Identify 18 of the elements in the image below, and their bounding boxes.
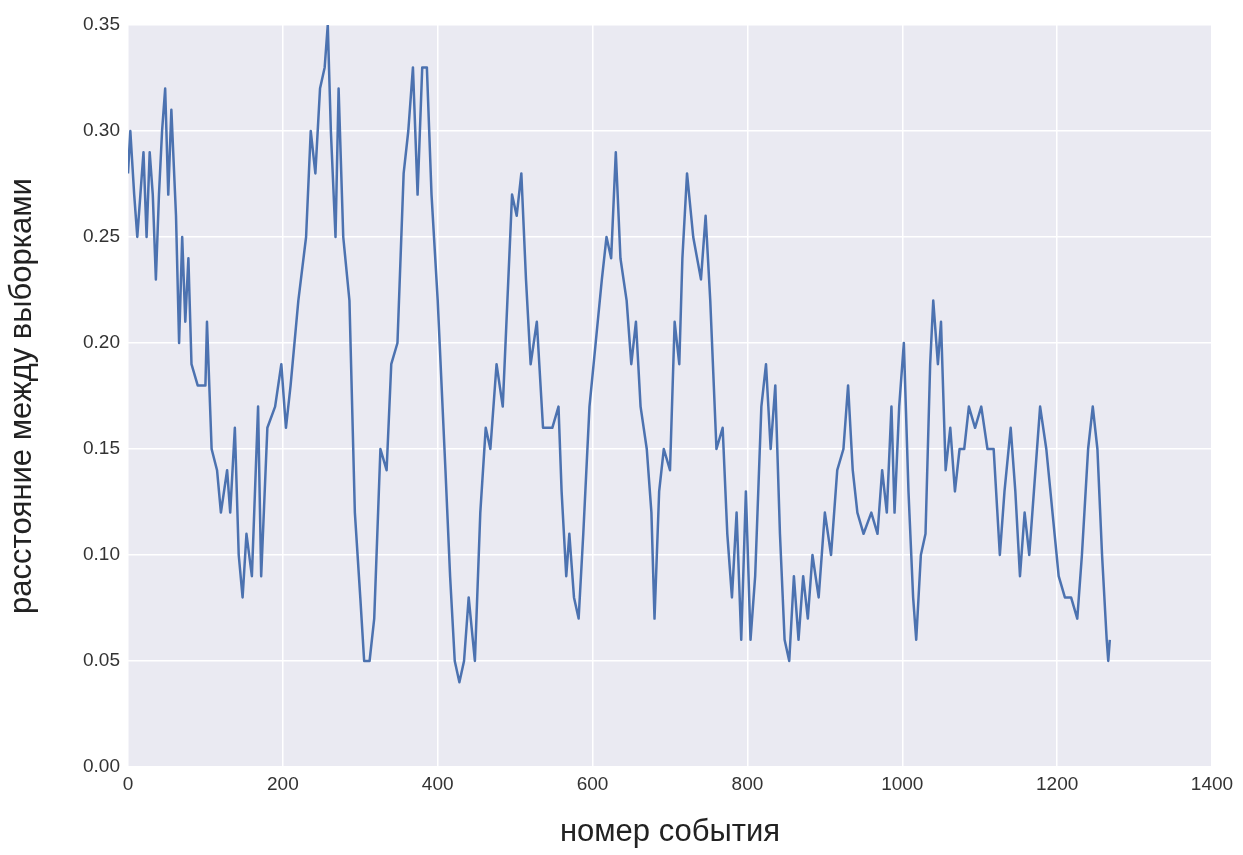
- y-tick-label: 0.10: [83, 543, 120, 565]
- x-axis-title: номер события: [559, 812, 781, 848]
- y-tick-label: 0.05: [83, 649, 120, 671]
- x-tick-label: 800: [731, 772, 764, 794]
- y-axis-title: расстояние между выборками: [3, 178, 39, 614]
- x-tick-label: 0: [122, 772, 134, 794]
- x-tick-label: 600: [576, 772, 609, 794]
- y-tick-label: 0.25: [83, 225, 120, 247]
- y-tick-label: 0.35: [83, 13, 120, 35]
- y-tick-label: 0.00: [83, 755, 120, 777]
- y-tick-label: 0.15: [83, 437, 120, 459]
- x-tick-label: 400: [421, 772, 454, 794]
- y-tick-label: 0.30: [83, 119, 120, 141]
- x-tick-label: 1400: [1190, 772, 1234, 794]
- y-tick-label: 0.20: [83, 331, 120, 353]
- x-tick-label: 1000: [881, 772, 924, 794]
- x-tick-label: 1200: [1036, 772, 1079, 794]
- x-tick-label: 200: [267, 772, 299, 794]
